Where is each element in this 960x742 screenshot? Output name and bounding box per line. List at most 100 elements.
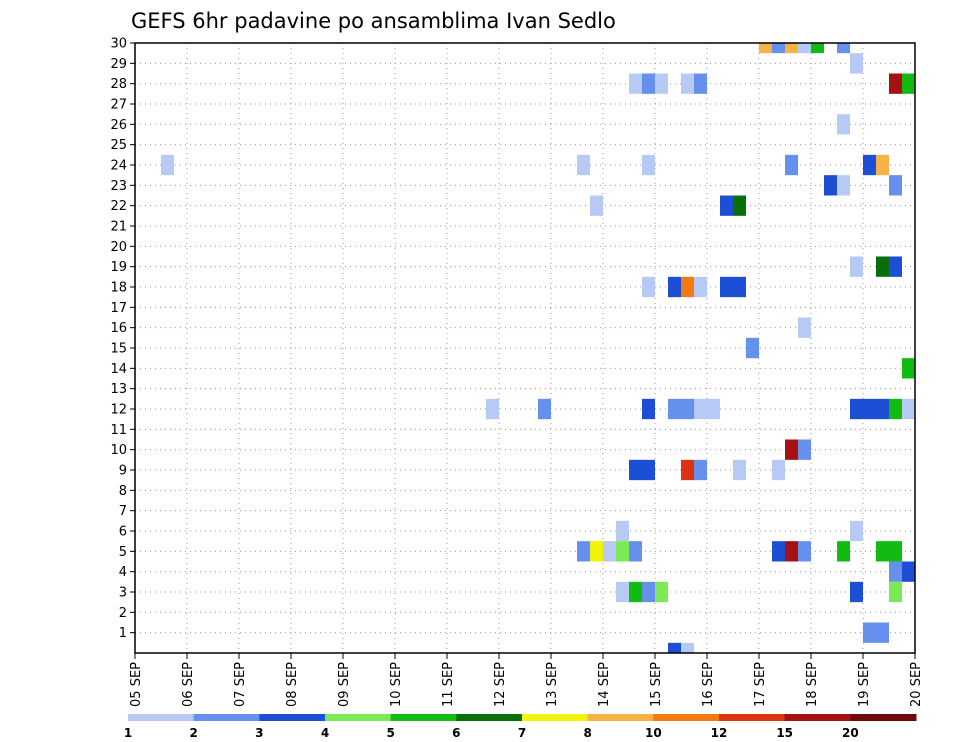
precip-cell bbox=[902, 73, 915, 94]
precip-cell bbox=[746, 337, 759, 359]
precip-cell bbox=[733, 276, 746, 298]
precip-cell bbox=[850, 520, 863, 542]
colorbar-swatch bbox=[259, 714, 326, 721]
precip-cell bbox=[733, 195, 746, 216]
precip-cell bbox=[590, 541, 603, 562]
precip-cell bbox=[668, 276, 681, 298]
y-tick-label: 27 bbox=[110, 98, 127, 113]
precip-cell bbox=[642, 276, 655, 298]
colorbar-swatch bbox=[390, 714, 457, 721]
y-tick-label: 11 bbox=[110, 423, 127, 438]
precip-cell bbox=[694, 73, 707, 94]
colorbar-label: 12 bbox=[711, 726, 728, 740]
precip-cell bbox=[772, 459, 785, 481]
colorbar-label: 4 bbox=[321, 726, 329, 740]
y-tick-label: 14 bbox=[110, 362, 127, 377]
precip-cell bbox=[798, 317, 811, 338]
precip-cells bbox=[161, 43, 915, 653]
y-tick-label: 28 bbox=[110, 77, 127, 92]
precip-cell bbox=[863, 622, 876, 643]
colorbar-label: 15 bbox=[776, 726, 793, 740]
precip-cell bbox=[616, 541, 629, 562]
y-tick-label: 6 bbox=[119, 525, 127, 540]
x-tick-label: 15 SEP bbox=[649, 662, 664, 707]
precip-cell bbox=[161, 154, 174, 176]
colorbar-label: 1 bbox=[124, 726, 132, 740]
y-tick-label: 22 bbox=[110, 199, 127, 214]
precip-cell bbox=[889, 73, 902, 94]
precip-cell bbox=[785, 43, 798, 54]
precip-cell bbox=[889, 398, 902, 420]
colorbar: 1 2 3 4 5 6 7 8 10 12 15 20 bbox=[124, 714, 917, 740]
precip-cell bbox=[876, 622, 889, 643]
precip-cell bbox=[772, 541, 785, 562]
y-tick-label: 8 bbox=[119, 484, 127, 499]
y-tick-label: 15 bbox=[110, 342, 127, 357]
precip-cell bbox=[681, 398, 694, 420]
y-tick-label: 25 bbox=[110, 138, 127, 153]
y-tick-label: 26 bbox=[110, 118, 127, 133]
colorbar-swatch bbox=[784, 714, 851, 721]
precip-cell bbox=[694, 459, 707, 481]
precip-cell bbox=[863, 154, 876, 176]
precip-cell bbox=[850, 53, 863, 74]
x-tick-label: 10 SEP bbox=[389, 662, 404, 707]
precip-cell bbox=[616, 581, 629, 603]
chart-title: GEFS 6hr padavine po ansamblima Ivan Sed… bbox=[131, 9, 616, 33]
colorbar-swatch bbox=[456, 714, 523, 721]
precip-cell bbox=[642, 154, 655, 176]
precip-cell bbox=[902, 358, 915, 379]
precip-cell bbox=[798, 439, 811, 460]
x-tick-label: 19 SEP bbox=[857, 662, 872, 707]
precip-cell bbox=[824, 175, 837, 196]
precip-cell bbox=[642, 459, 655, 481]
precip-cell bbox=[850, 256, 863, 277]
precip-cell bbox=[486, 398, 499, 420]
colorbar-label: 8 bbox=[583, 726, 591, 740]
colorbar-label: 2 bbox=[189, 726, 197, 740]
y-tick-label: 4 bbox=[119, 565, 127, 580]
y-tick-label: 13 bbox=[110, 382, 127, 397]
y-tick-label: 16 bbox=[110, 321, 127, 336]
precip-cell bbox=[863, 398, 876, 420]
precip-cell bbox=[590, 195, 603, 216]
y-tick-label: 7 bbox=[119, 504, 127, 519]
y-tick-label: 3 bbox=[119, 586, 127, 601]
colorbar-label: 5 bbox=[386, 726, 394, 740]
precip-cell bbox=[694, 398, 707, 420]
colorbar-swatch bbox=[719, 714, 786, 721]
precip-cell bbox=[720, 276, 733, 298]
precip-cell bbox=[889, 581, 902, 603]
x-tick-label: 08 SEP bbox=[285, 662, 300, 707]
y-tick-label: 5 bbox=[119, 545, 127, 560]
x-tick-label: 18 SEP bbox=[805, 662, 820, 707]
precip-cell bbox=[681, 459, 694, 481]
precip-cell bbox=[876, 154, 889, 176]
precip-cell bbox=[850, 581, 863, 603]
colorbar-label: 7 bbox=[518, 726, 526, 740]
y-tick-label: 1 bbox=[119, 626, 127, 641]
precip-cell bbox=[629, 459, 642, 481]
colorbar-label: 6 bbox=[452, 726, 460, 740]
precip-cell bbox=[668, 398, 681, 420]
x-tick-label: 07 SEP bbox=[233, 662, 248, 707]
precip-cell bbox=[876, 398, 889, 420]
x-axis: 05 SEP 06 SEP 07 SEP 08 SEP 09 SEP 10 SEP 11 S… bbox=[129, 653, 924, 707]
precip-cell bbox=[577, 154, 590, 176]
precip-cell bbox=[707, 398, 720, 420]
precip-cell bbox=[681, 73, 694, 94]
precip-cell bbox=[642, 73, 655, 94]
precip-cell bbox=[902, 561, 915, 582]
colorbar-swatch bbox=[522, 714, 589, 721]
precip-cell bbox=[655, 73, 668, 94]
precip-cell bbox=[629, 581, 642, 603]
y-tick-label: 21 bbox=[110, 220, 127, 235]
precip-cell bbox=[642, 398, 655, 420]
y-tick-label: 29 bbox=[110, 57, 127, 72]
y-tick-label: 23 bbox=[110, 179, 127, 194]
precip-cell bbox=[668, 642, 681, 653]
y-tick-label: 10 bbox=[110, 443, 127, 458]
precip-cell bbox=[785, 154, 798, 176]
precip-cell bbox=[785, 439, 798, 460]
